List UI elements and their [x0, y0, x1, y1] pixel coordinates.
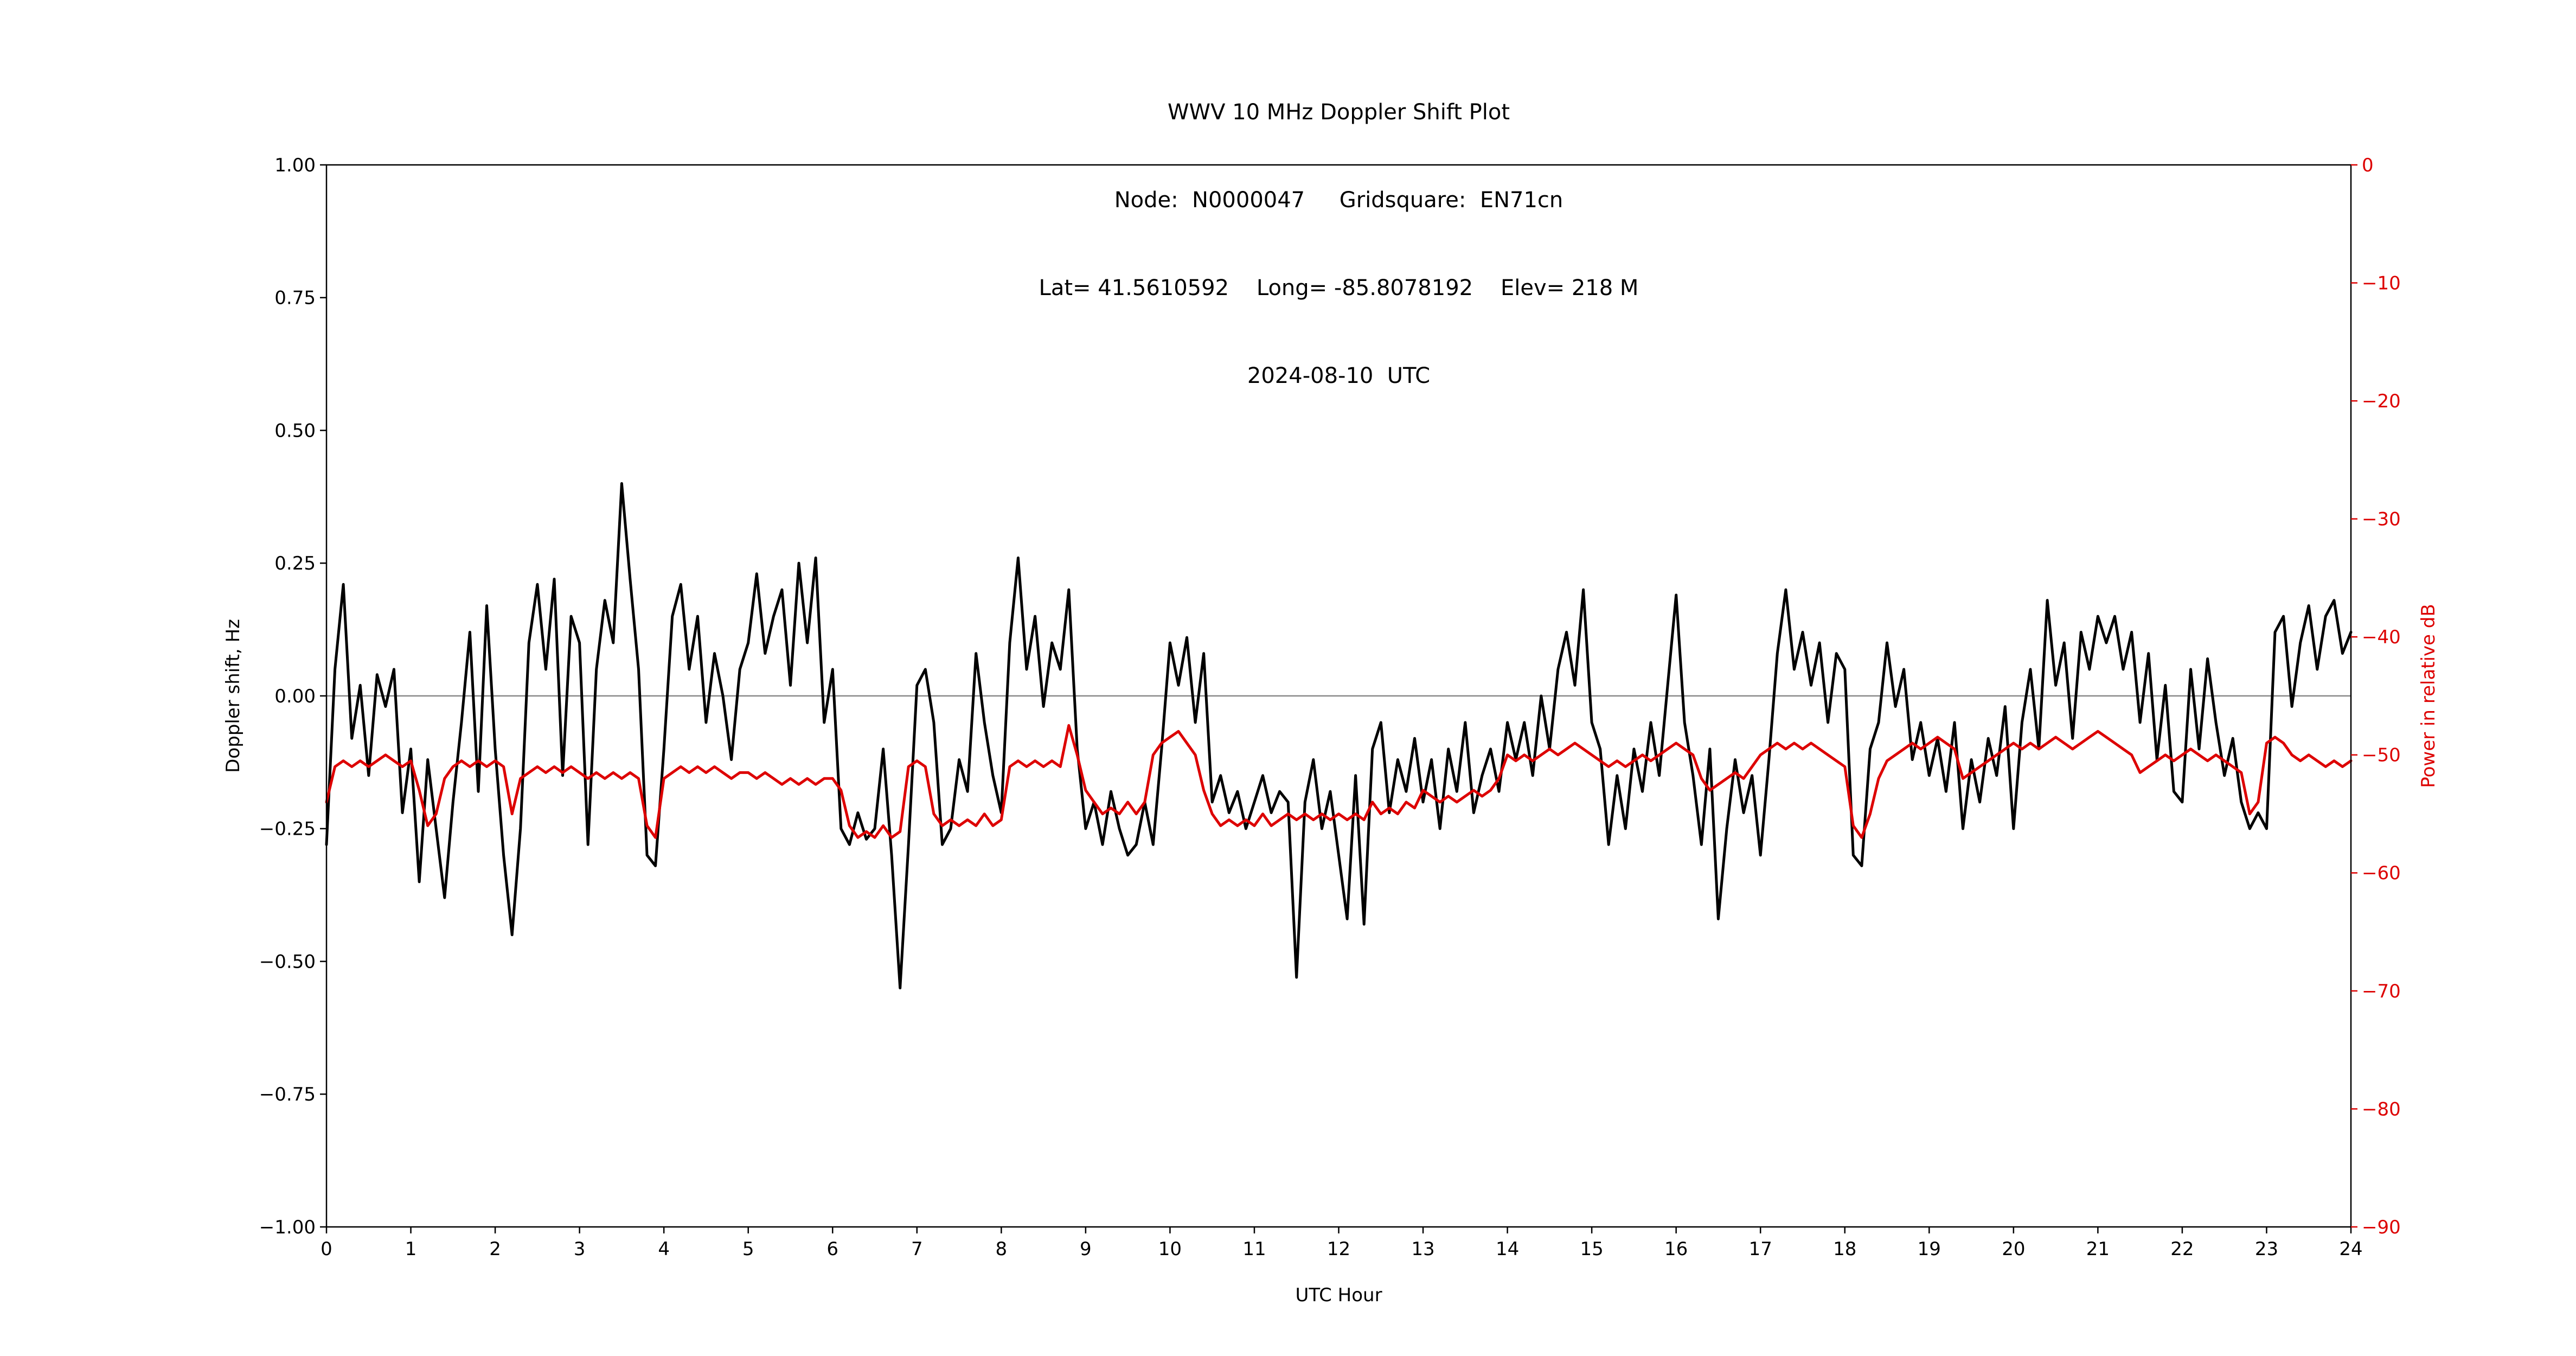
y-left-tick-label: 0.75 [274, 287, 316, 309]
chart-subtitle-date: 2024-08-10 UTC [1247, 363, 1431, 388]
x-tick-label: 16 [1664, 1238, 1688, 1260]
y-right-tick-label: −60 [2362, 862, 2401, 884]
x-tick-label: 20 [2002, 1238, 2025, 1260]
y-left-tick-label: 0.25 [274, 553, 316, 574]
x-tick-label: 22 [2170, 1238, 2194, 1260]
y-left-tick-label: −0.75 [259, 1084, 316, 1105]
x-tick-label: 15 [1580, 1238, 1603, 1260]
y-left-tick-label: −1.00 [259, 1217, 316, 1238]
y-left-tick-label: 0.00 [274, 686, 316, 707]
x-tick-label: 9 [1080, 1238, 1092, 1260]
x-tick-label: 13 [1411, 1238, 1434, 1260]
x-axis-label: UTC Hour [1295, 1284, 1382, 1306]
y-right-tick-label: −10 [2362, 272, 2401, 294]
x-tick-label: 2 [489, 1238, 501, 1260]
x-tick-label: 14 [1496, 1238, 1519, 1260]
y-right-tick-label: −50 [2362, 745, 2401, 766]
doppler-line [325, 482, 2353, 989]
x-tick-label: 1 [405, 1238, 417, 1260]
x-tick-label: 3 [574, 1238, 586, 1260]
y-right-tick-label: 0 [2362, 155, 2374, 176]
power-line [325, 724, 2353, 839]
x-tick-label: 8 [996, 1238, 1008, 1260]
x-tick-label: 4 [658, 1238, 670, 1260]
y-right-tick-label: −40 [2362, 626, 2401, 648]
x-tick-label: 19 [1918, 1238, 1941, 1260]
y-right-tick-label: −30 [2362, 509, 2401, 530]
y-right-tick-label: −70 [2362, 981, 2401, 1002]
x-tick-label: 11 [1242, 1238, 1266, 1260]
chart-subtitle-location: Lat= 41.5610592 Long= -85.8078192 Elev= … [1039, 276, 1639, 300]
y-right-tick-label: −80 [2362, 1098, 2401, 1120]
x-tick-label: 7 [911, 1238, 923, 1260]
chart-subtitle-node: Node: N0000047 Gridsquare: EN71cn [1114, 188, 1563, 213]
x-tick-label: 17 [1749, 1238, 1772, 1260]
y-left-tick-label: −0.25 [259, 818, 316, 840]
x-tick-label: 18 [1833, 1238, 1856, 1260]
y-left-tick-label: 1.00 [274, 155, 316, 176]
x-tick-label: 5 [742, 1238, 754, 1260]
x-tick-label: 10 [1158, 1238, 1182, 1260]
title-block: WWV 10 MHz Doppler Shift Plot Node: N000… [326, 39, 2351, 449]
x-tick-label: 24 [2339, 1238, 2362, 1260]
y-left-tick-label: −0.50 [259, 951, 316, 973]
y-left-tick-label: 0.50 [274, 420, 316, 442]
x-tick-label: 23 [2255, 1238, 2278, 1260]
x-tick-label: 6 [826, 1238, 838, 1260]
x-tick-label: 12 [1327, 1238, 1350, 1260]
chart-title: WWV 10 MHz Doppler Shift Plot [1167, 100, 1510, 125]
x-tick-label: 21 [2086, 1238, 2110, 1260]
x-tick-label: 0 [321, 1238, 332, 1260]
y-right-tick-label: −20 [2362, 391, 2401, 412]
y-right-tick-label: −90 [2362, 1217, 2401, 1238]
